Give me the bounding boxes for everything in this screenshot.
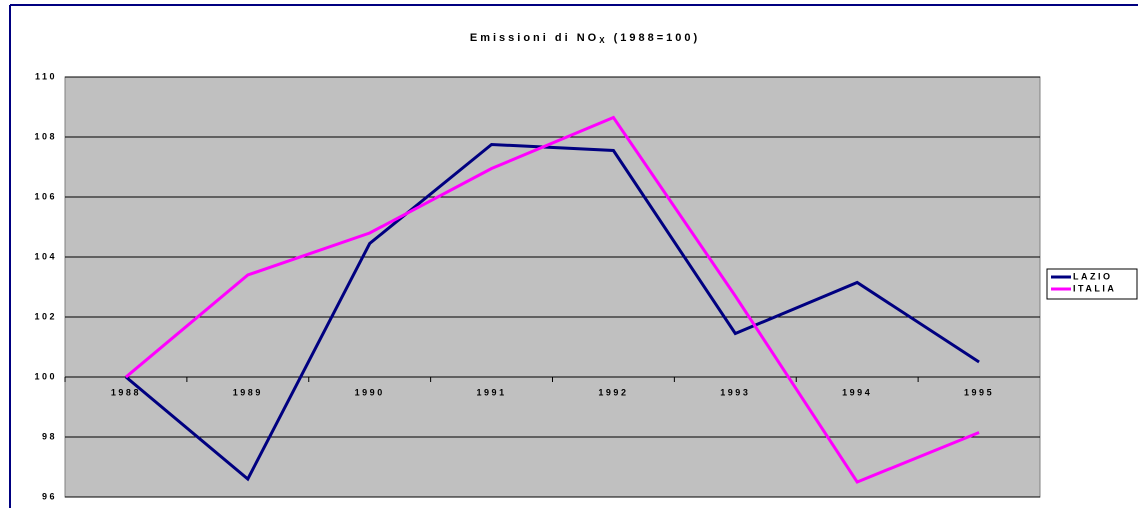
x-tick-label: 1992 (598, 387, 628, 397)
x-tick-label: 1991 (477, 387, 507, 397)
legend-label: LAZIO (1073, 271, 1113, 281)
y-tick-label: 110 (35, 71, 57, 81)
x-tick-label: 1995 (964, 387, 994, 397)
series-line (124, 115, 980, 484)
y-tick-label: 104 (34, 251, 57, 261)
y-tick-label: 96 (42, 491, 57, 501)
y-tick-label: 98 (42, 431, 57, 441)
title-subscript: X (599, 36, 607, 45)
y-tick-label: 108 (34, 131, 57, 141)
y-tick-label: 100 (34, 371, 57, 381)
x-tick-label: 1989 (233, 387, 263, 397)
title-main: Emissioni di NO (470, 32, 599, 44)
legend (1046, 268, 1138, 300)
chart-title: Emissioni di NOX (1988=100) (470, 32, 700, 45)
title-suffix: (1988=100) (614, 32, 701, 44)
legend-label: ITALIA (1073, 283, 1116, 293)
x-tick-label: 1990 (355, 387, 385, 397)
y-tick-label: 102 (34, 311, 57, 321)
series-line (124, 142, 980, 482)
x-tick-label: 1988 (111, 387, 141, 397)
x-tick-label: 1993 (720, 387, 750, 397)
x-tick-label: 1994 (842, 387, 872, 397)
y-tick-label: 106 (34, 191, 57, 201)
plot-area (64, 76, 1041, 498)
